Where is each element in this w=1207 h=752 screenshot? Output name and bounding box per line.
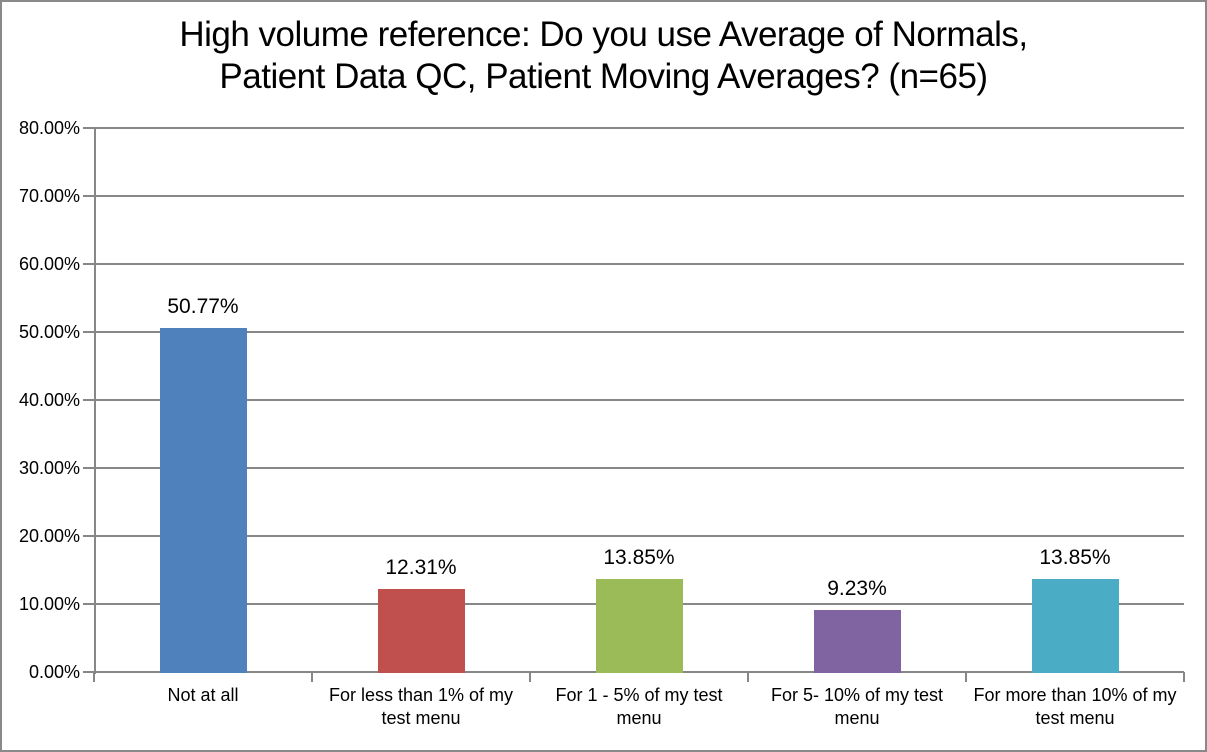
x-axis-category-label-line: For 1 - 5% of my test [555, 685, 723, 705]
y-axis-line [94, 128, 96, 674]
x-axis-category-label: For 1 - 5% of my test menu [530, 684, 748, 730]
x-axis-tick [311, 672, 313, 682]
y-axis-tick [83, 195, 94, 197]
gridline [94, 127, 1184, 129]
y-axis-tick [83, 671, 94, 673]
chart-title-line-1: High volume reference: Do you use Averag… [179, 15, 1028, 54]
gridline [94, 195, 1184, 197]
bar-for-5-10-of-my-test-menu [814, 610, 901, 673]
bar-not-at-all [160, 328, 247, 673]
chart-title: High volume reference: Do you use Averag… [2, 14, 1205, 98]
y-axis-tick [83, 331, 94, 333]
y-axis-tick-label: 10.00% [18, 594, 80, 614]
y-axis-tick [83, 467, 94, 469]
gridline [94, 331, 1184, 333]
bar-value-label: 12.31% [385, 556, 457, 579]
gridline [94, 535, 1184, 537]
bar-value-label: 50.77% [167, 295, 239, 318]
y-axis-tick-label: 40.00% [18, 390, 80, 410]
gridline [94, 263, 1184, 265]
bar-for-1-5-of-my-test-menu [596, 579, 683, 673]
x-axis-category-label-line: menu [616, 708, 662, 728]
y-axis-tick [83, 127, 94, 129]
x-axis-category-label-line: For 5- 10% of my test [770, 685, 944, 705]
x-axis-category-label: For more than 10% of my test menu [966, 684, 1184, 730]
x-axis-category-label-line: For less than 1% of my [328, 685, 514, 705]
x-axis-category-label-line: test menu [381, 708, 461, 728]
x-axis-category-label-line: menu [834, 708, 880, 728]
x-axis-tick [529, 672, 531, 682]
bar-for-more-than-10-of-my-test-menu [1032, 579, 1119, 673]
gridline [94, 399, 1184, 401]
y-axis-tick [83, 535, 94, 537]
x-axis-tick [747, 672, 749, 682]
y-axis-tick-label: 50.00% [18, 322, 80, 342]
y-axis-tick-label: 0.00% [28, 662, 80, 682]
bar-for-less-than-1-of-my-test-menu [378, 589, 465, 673]
y-axis-tick-label: 70.00% [18, 186, 80, 206]
y-axis-tick [83, 603, 94, 605]
x-axis-tick [93, 672, 95, 682]
x-axis-category-label-line: For more than 10% of my [973, 685, 1177, 705]
chart-title-line-2: Patient Data QC, Patient Moving Averages… [219, 57, 988, 96]
bar-value-label: 13.85% [1039, 546, 1111, 569]
x-axis-tick [1183, 672, 1185, 682]
y-axis-tick-label: 80.00% [18, 118, 80, 138]
x-axis-category-label-line: test menu [1035, 708, 1115, 728]
y-axis-tick-label: 30.00% [18, 458, 80, 478]
x-axis-category-label: Not at all [94, 684, 312, 707]
y-axis-tick-label: 20.00% [18, 526, 80, 546]
y-axis-tick [83, 399, 94, 401]
y-axis-tick [83, 263, 94, 265]
bar-value-label: 9.23% [827, 577, 887, 600]
gridline [94, 467, 1184, 469]
x-axis-category-label-line: Not at all [167, 685, 239, 705]
y-axis-tick-label: 60.00% [18, 254, 80, 274]
x-axis-category-label: For less than 1% of my test menu [312, 684, 530, 730]
bar-value-label: 13.85% [603, 546, 675, 569]
x-axis-tick [965, 672, 967, 682]
x-axis-category-label: For 5- 10% of my test menu [748, 684, 966, 730]
